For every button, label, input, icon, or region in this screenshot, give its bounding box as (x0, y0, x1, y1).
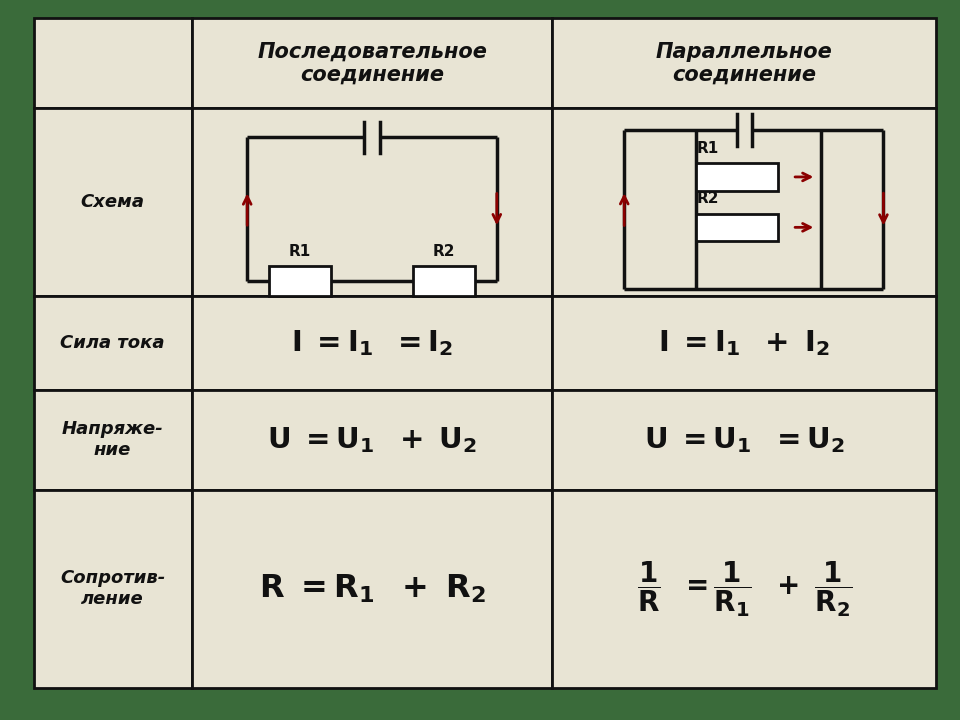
Text: Сила тока: Сила тока (60, 334, 165, 352)
Bar (413, 266, 475, 297)
Bar (696, 214, 778, 241)
Bar (191, 390, 553, 490)
Bar (553, 390, 936, 490)
Text: R1: R1 (289, 244, 311, 259)
Bar (553, 490, 936, 688)
Bar (34, 390, 191, 490)
Text: $\mathbf{R\ =R_1\ \ +\ R_2}$: $\mathbf{R\ =R_1\ \ +\ R_2}$ (258, 572, 486, 605)
Text: Схема: Схема (81, 193, 145, 211)
Text: $\mathbf{\dfrac{1}{R}\ \ =\dfrac{1}{R_1}\ \ +\ \dfrac{1}{R_2}}$: $\mathbf{\dfrac{1}{R}\ \ =\dfrac{1}{R_1}… (636, 559, 852, 618)
Bar (34, 490, 191, 688)
Bar (34, 296, 191, 390)
Bar (696, 163, 778, 191)
Bar (34, 109, 191, 296)
Text: Напряже-
ние: Напряже- ние (61, 420, 163, 459)
Text: Параллельное
соединение: Параллельное соединение (656, 42, 832, 85)
Text: R1: R1 (696, 141, 718, 156)
Bar (34, 18, 191, 109)
Text: Сопротив-
ление: Сопротив- ление (60, 570, 165, 608)
Bar (269, 266, 331, 297)
Text: R2: R2 (696, 192, 719, 207)
Text: $\mathbf{I\ =I_1\ \ +\ I_2}$: $\mathbf{I\ =I_1\ \ +\ I_2}$ (659, 328, 830, 358)
Text: $\mathbf{U\ =U_1\ \ =U_2}$: $\mathbf{U\ =U_1\ \ =U_2}$ (644, 425, 845, 455)
Bar (553, 296, 936, 390)
Bar (191, 109, 553, 296)
Bar (553, 109, 936, 296)
Text: R2: R2 (433, 244, 455, 259)
Text: Последовательное
соединение: Последовательное соединение (257, 42, 487, 85)
Bar (191, 18, 553, 109)
Text: $\mathbf{U\ =U_1\ \ +\ U_2}$: $\mathbf{U\ =U_1\ \ +\ U_2}$ (267, 425, 477, 455)
Bar (191, 490, 553, 688)
Text: $\mathbf{I\ =I_1\ \ =I_2}$: $\mathbf{I\ =I_1\ \ =I_2}$ (291, 328, 453, 358)
Bar (553, 18, 936, 109)
Bar (191, 296, 553, 390)
